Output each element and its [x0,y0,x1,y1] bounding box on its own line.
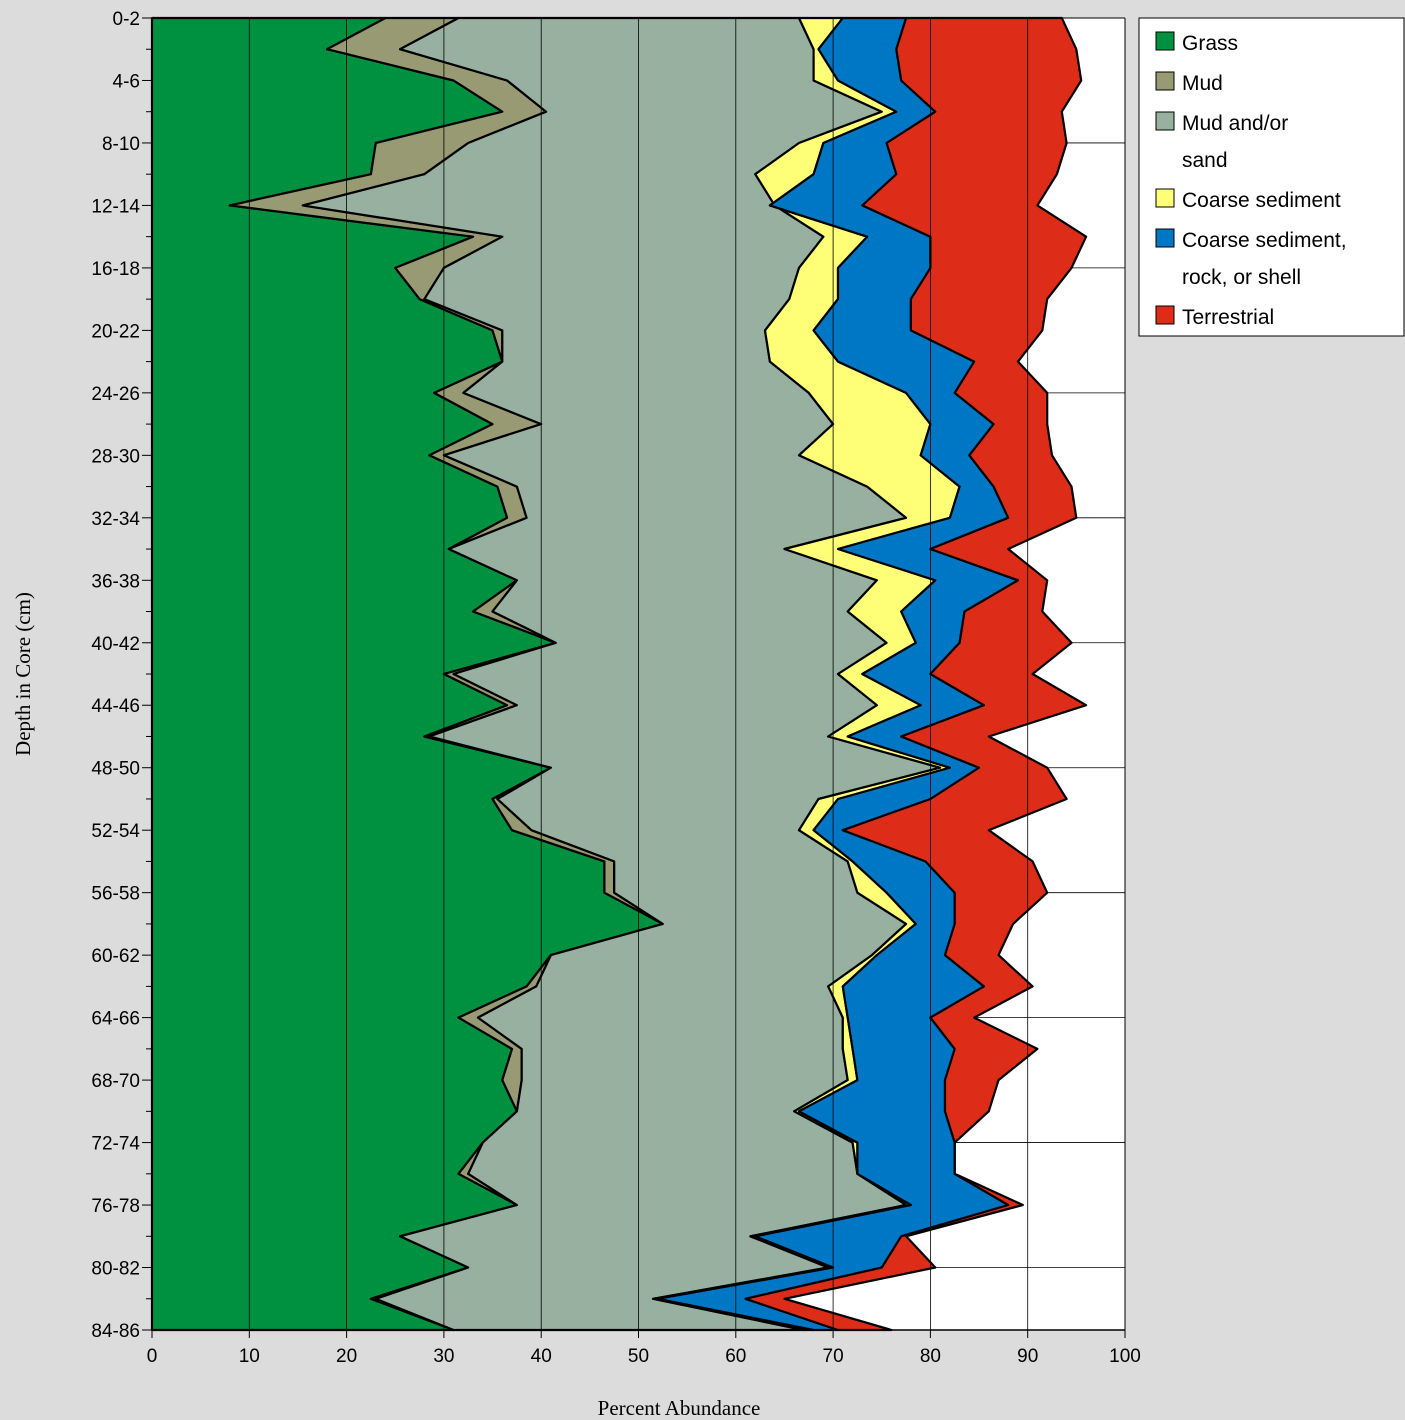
y-tick-label: 0-2 [113,9,140,30]
legend-box [1138,17,1405,337]
y-tick-label: 80-82 [91,1259,140,1280]
legend-label: sand [1182,149,1228,172]
y-tick-label: 60-62 [91,946,140,967]
x-tick-label: 60 [725,1346,746,1367]
y-tick-label: 24-26 [91,384,140,405]
x-tick-label: 30 [433,1346,454,1367]
y-tick-label: 28-30 [91,446,140,467]
y-axis-title: Depth in Core (cm) [11,592,35,756]
legend: Grass Mud Mud and/or sand Coarse sediment Coa… [1138,17,1405,337]
x-tick-label: 90 [1017,1346,1038,1367]
y-tick-label: 56-58 [91,884,140,905]
y-tick-label: 36-38 [91,571,140,592]
y-tick-label: 64-66 [91,1009,140,1030]
x-tick-label: 10 [239,1346,260,1367]
x-tick-label: 70 [823,1346,844,1367]
y-tick-label: 8-10 [102,134,140,155]
y-tick-label: 32-34 [91,509,140,530]
legend-label: Terrestrial [1182,306,1274,329]
legend-label: Grass [1182,32,1238,55]
x-tick-label: 100 [1109,1346,1141,1367]
legend-swatch [1155,111,1175,131]
legend-label: Coarse sediment, [1182,229,1347,252]
legend-label: Mud [1182,72,1223,95]
x-axis-title: Percent Abundance [598,1396,761,1420]
legend-label: rock, or shell [1182,266,1301,289]
x-tick-label: 80 [920,1346,941,1367]
y-tick-label: 84-86 [91,1321,140,1342]
x-tick-label: 50 [628,1346,649,1367]
x-tick-label: 40 [531,1346,552,1367]
legend-swatch [1155,31,1175,51]
y-tick-label: 16-18 [91,259,140,280]
legend-swatch [1155,188,1175,208]
y-tick-label: 40-42 [91,634,140,655]
y-tick-label: 76-78 [91,1196,140,1217]
y-tick-label: 12-14 [91,196,140,217]
y-tick-label: 68-70 [91,1071,140,1092]
y-tick-label: 44-46 [91,696,140,717]
y-tick-label: 48-50 [91,759,140,780]
y-tick-label: 52-54 [91,821,140,842]
y-tick-label: 4-6 [113,71,140,92]
legend-label: Coarse sediment [1182,189,1341,212]
x-tick-label: 0 [147,1346,158,1367]
legend-label: Mud and/or [1182,112,1288,135]
x-tick-label: 20 [336,1346,357,1367]
y-tick-label: 20-22 [91,321,140,342]
legend-swatch [1155,305,1175,325]
legend-swatch [1155,71,1175,91]
legend-swatch [1155,228,1175,248]
y-tick-label: 72-74 [91,1134,140,1155]
